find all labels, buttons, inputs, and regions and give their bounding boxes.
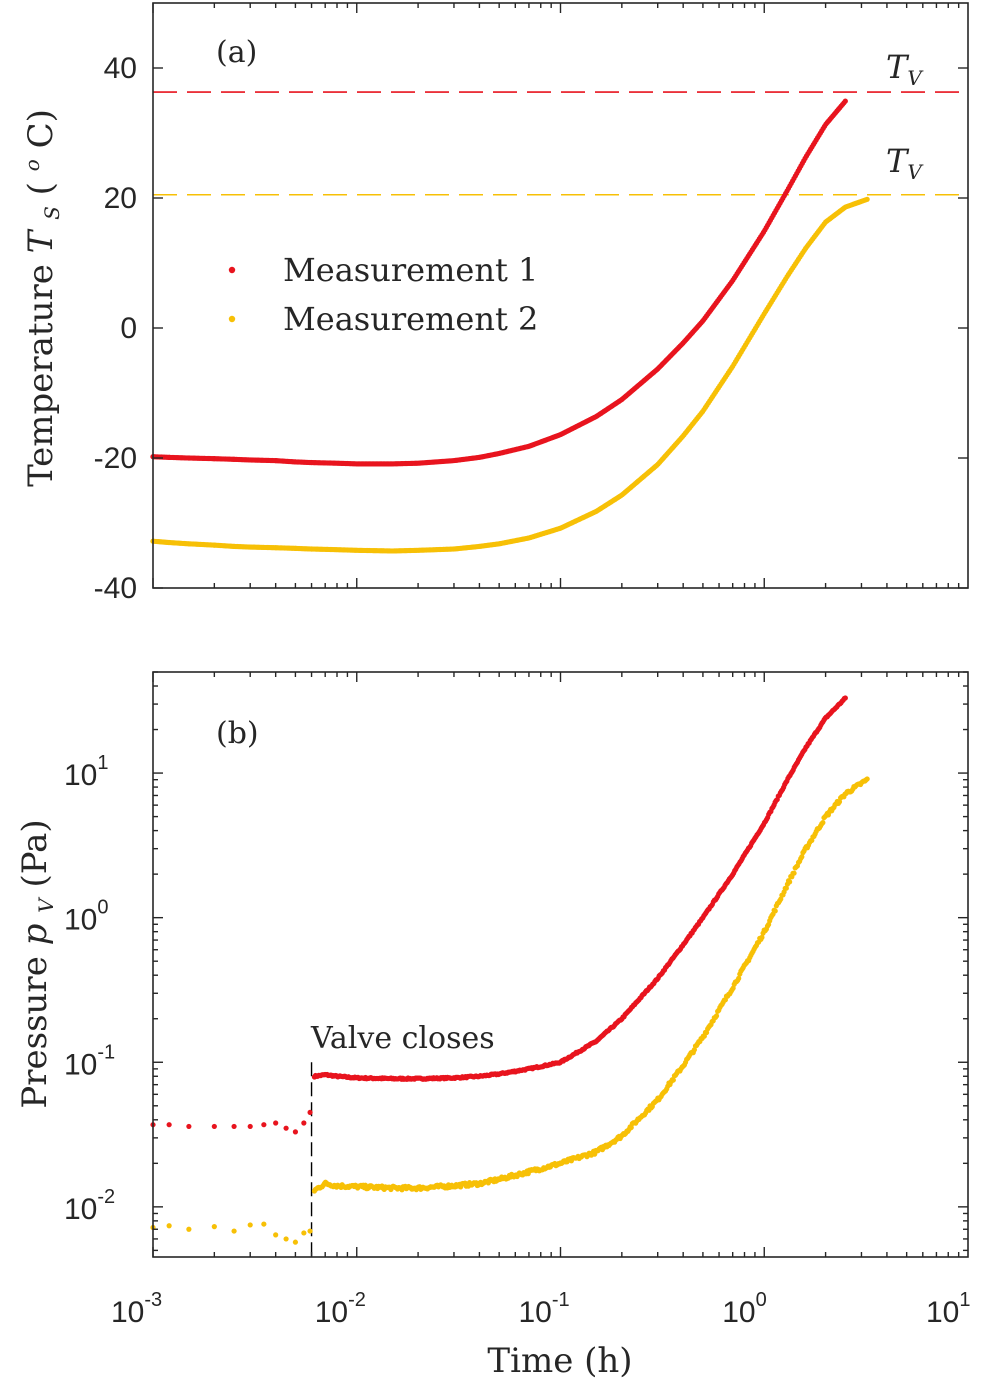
panel-b-point [211, 1224, 217, 1230]
panel-b-point [713, 1013, 720, 1019]
panel-a-ytick-label: 20 [104, 182, 137, 215]
panel-a-ytick-label: 40 [104, 52, 137, 85]
panel-a-series-2 [150, 196, 870, 554]
x-axis-label: Time (h) [487, 1341, 632, 1381]
panel-a-label: (a) [216, 35, 257, 70]
panel-b-point [247, 1123, 253, 1130]
panel-b-point [283, 1125, 289, 1131]
panel-a-y-axis-label: Temperature T S ( o C) [8, 109, 68, 487]
valve-closes-annotation: Valve closes [310, 1021, 495, 1056]
panel-a-ylabel-units-open: ( [21, 182, 61, 195]
panel-b-point [231, 1123, 237, 1130]
panel-b-point [247, 1222, 253, 1228]
panel-a-point [864, 196, 870, 202]
legend-marker-measurement-1 [228, 266, 236, 274]
panel-a-x-ticks [152, 3, 960, 588]
panel-a-ylabel-text: Temperature [21, 264, 61, 487]
panel-b-point [842, 695, 848, 701]
panel-b-point [292, 1129, 299, 1135]
panel-a-ytick-label: 0 [120, 312, 137, 345]
x-tick-label: 100 [722, 1289, 767, 1329]
panel-b-ytick-label: 10-2 [64, 1186, 115, 1226]
panel-b-axes-frame [152, 671, 969, 1258]
panel-b-point [799, 854, 805, 860]
panel-b-point [166, 1122, 172, 1128]
legend-label-measurement-2: Measurement 2 [283, 300, 538, 338]
panel-b-point [791, 870, 797, 876]
panel-b-ylabel-text: Pressure [15, 956, 55, 1108]
panel-b-pressure-chart: 10-2 10-1 100 101 10-3 10-2 10-1 100 101 (b) Va… [15, 3, 971, 1381]
panel-b-point [211, 1123, 217, 1130]
panel-b-point [783, 885, 789, 891]
panel-a-axes-frame [152, 2, 969, 589]
panel-a-y-ticks: -40 -20 0 20 40 [94, 52, 968, 605]
panel-b-point [759, 934, 765, 940]
panel-b-point [736, 975, 742, 981]
panel-a-ylabel-subscript: S [40, 206, 64, 220]
panel-b-plot-area [150, 695, 870, 1257]
panel-b-point [283, 1236, 289, 1242]
panel-b-point [772, 908, 778, 914]
tv-label-measurement-2: TV [886, 142, 924, 184]
panel-b-point [186, 1226, 192, 1232]
svg-text:Temperature: Temperature T S ( o C) [8, 109, 68, 487]
panel-b-point [301, 1120, 307, 1126]
svg-text:Pressure p: Pressure p V (Pa) [15, 819, 62, 1108]
panel-b-point [307, 1228, 313, 1234]
x-tick-label: 10-2 [315, 1289, 366, 1329]
panel-b-point [820, 820, 826, 826]
panel-b-point [166, 1223, 172, 1229]
panel-a-point [842, 98, 848, 104]
panel-a-plot-area [150, 91, 968, 554]
panel-a-ylabel-units-close: C) [21, 109, 61, 148]
panel-b-point [273, 1232, 279, 1238]
panel-a-ylabel-units-sup: o [20, 159, 44, 171]
panel-b-ytick-label: 100 [64, 897, 109, 937]
tv-label-measurement-1: TV [886, 48, 924, 90]
panel-a-ytick-label: -40 [94, 572, 137, 605]
panel-b-ylabel-units: (Pa) [15, 819, 55, 887]
panel-b-point [787, 879, 793, 885]
legend: Measurement 1 Measurement 2 [228, 251, 538, 338]
panel-b-point [231, 1228, 237, 1234]
x-tick-label: 10-3 [111, 1289, 162, 1329]
panel-b-point [301, 1230, 307, 1236]
panel-a-ytick-label: -20 [94, 442, 137, 475]
panel-b-x-ticks: 10-3 10-2 10-1 100 101 [111, 672, 971, 1329]
panel-a-temperature-chart: -40 -20 0 20 40 (a) Temperature T S ( o C) M… [8, 2, 969, 605]
panel-b-point [261, 1221, 267, 1227]
panel-b-ylabel-symbol: p [15, 924, 55, 946]
panel-b-ylabel-subscript: V [34, 896, 58, 913]
panel-b-point [864, 776, 870, 782]
panel-a-ylabel-symbol: T [21, 228, 61, 253]
panel-b-point [836, 799, 843, 805]
panel-b-label: (b) [216, 716, 259, 751]
panel-b-point [186, 1123, 192, 1130]
x-tick-label: 101 [926, 1289, 971, 1329]
legend-marker-measurement-2 [228, 315, 236, 323]
panel-b-point [730, 985, 736, 991]
panel-b-y-axis-label: Pressure p V (Pa) [15, 819, 62, 1108]
panel-b-point [628, 1124, 634, 1131]
panel-b-y-ticks: 10-2 10-1 100 101 [64, 671, 968, 1252]
panel-b-point [670, 1077, 676, 1083]
panel-b-point [307, 1109, 313, 1116]
panel-b-point [273, 1120, 279, 1126]
panel-b-ytick-label: 10-1 [64, 1041, 115, 1081]
panel-b-series-1 [150, 695, 848, 1135]
panel-b-series-2 [150, 776, 870, 1245]
panel-b-point [292, 1239, 299, 1245]
x-tick-label: 10-1 [519, 1289, 570, 1329]
legend-label-measurement-1: Measurement 1 [283, 251, 538, 289]
panel-b-point [261, 1122, 267, 1128]
panel-b-ytick-label: 101 [64, 752, 109, 792]
